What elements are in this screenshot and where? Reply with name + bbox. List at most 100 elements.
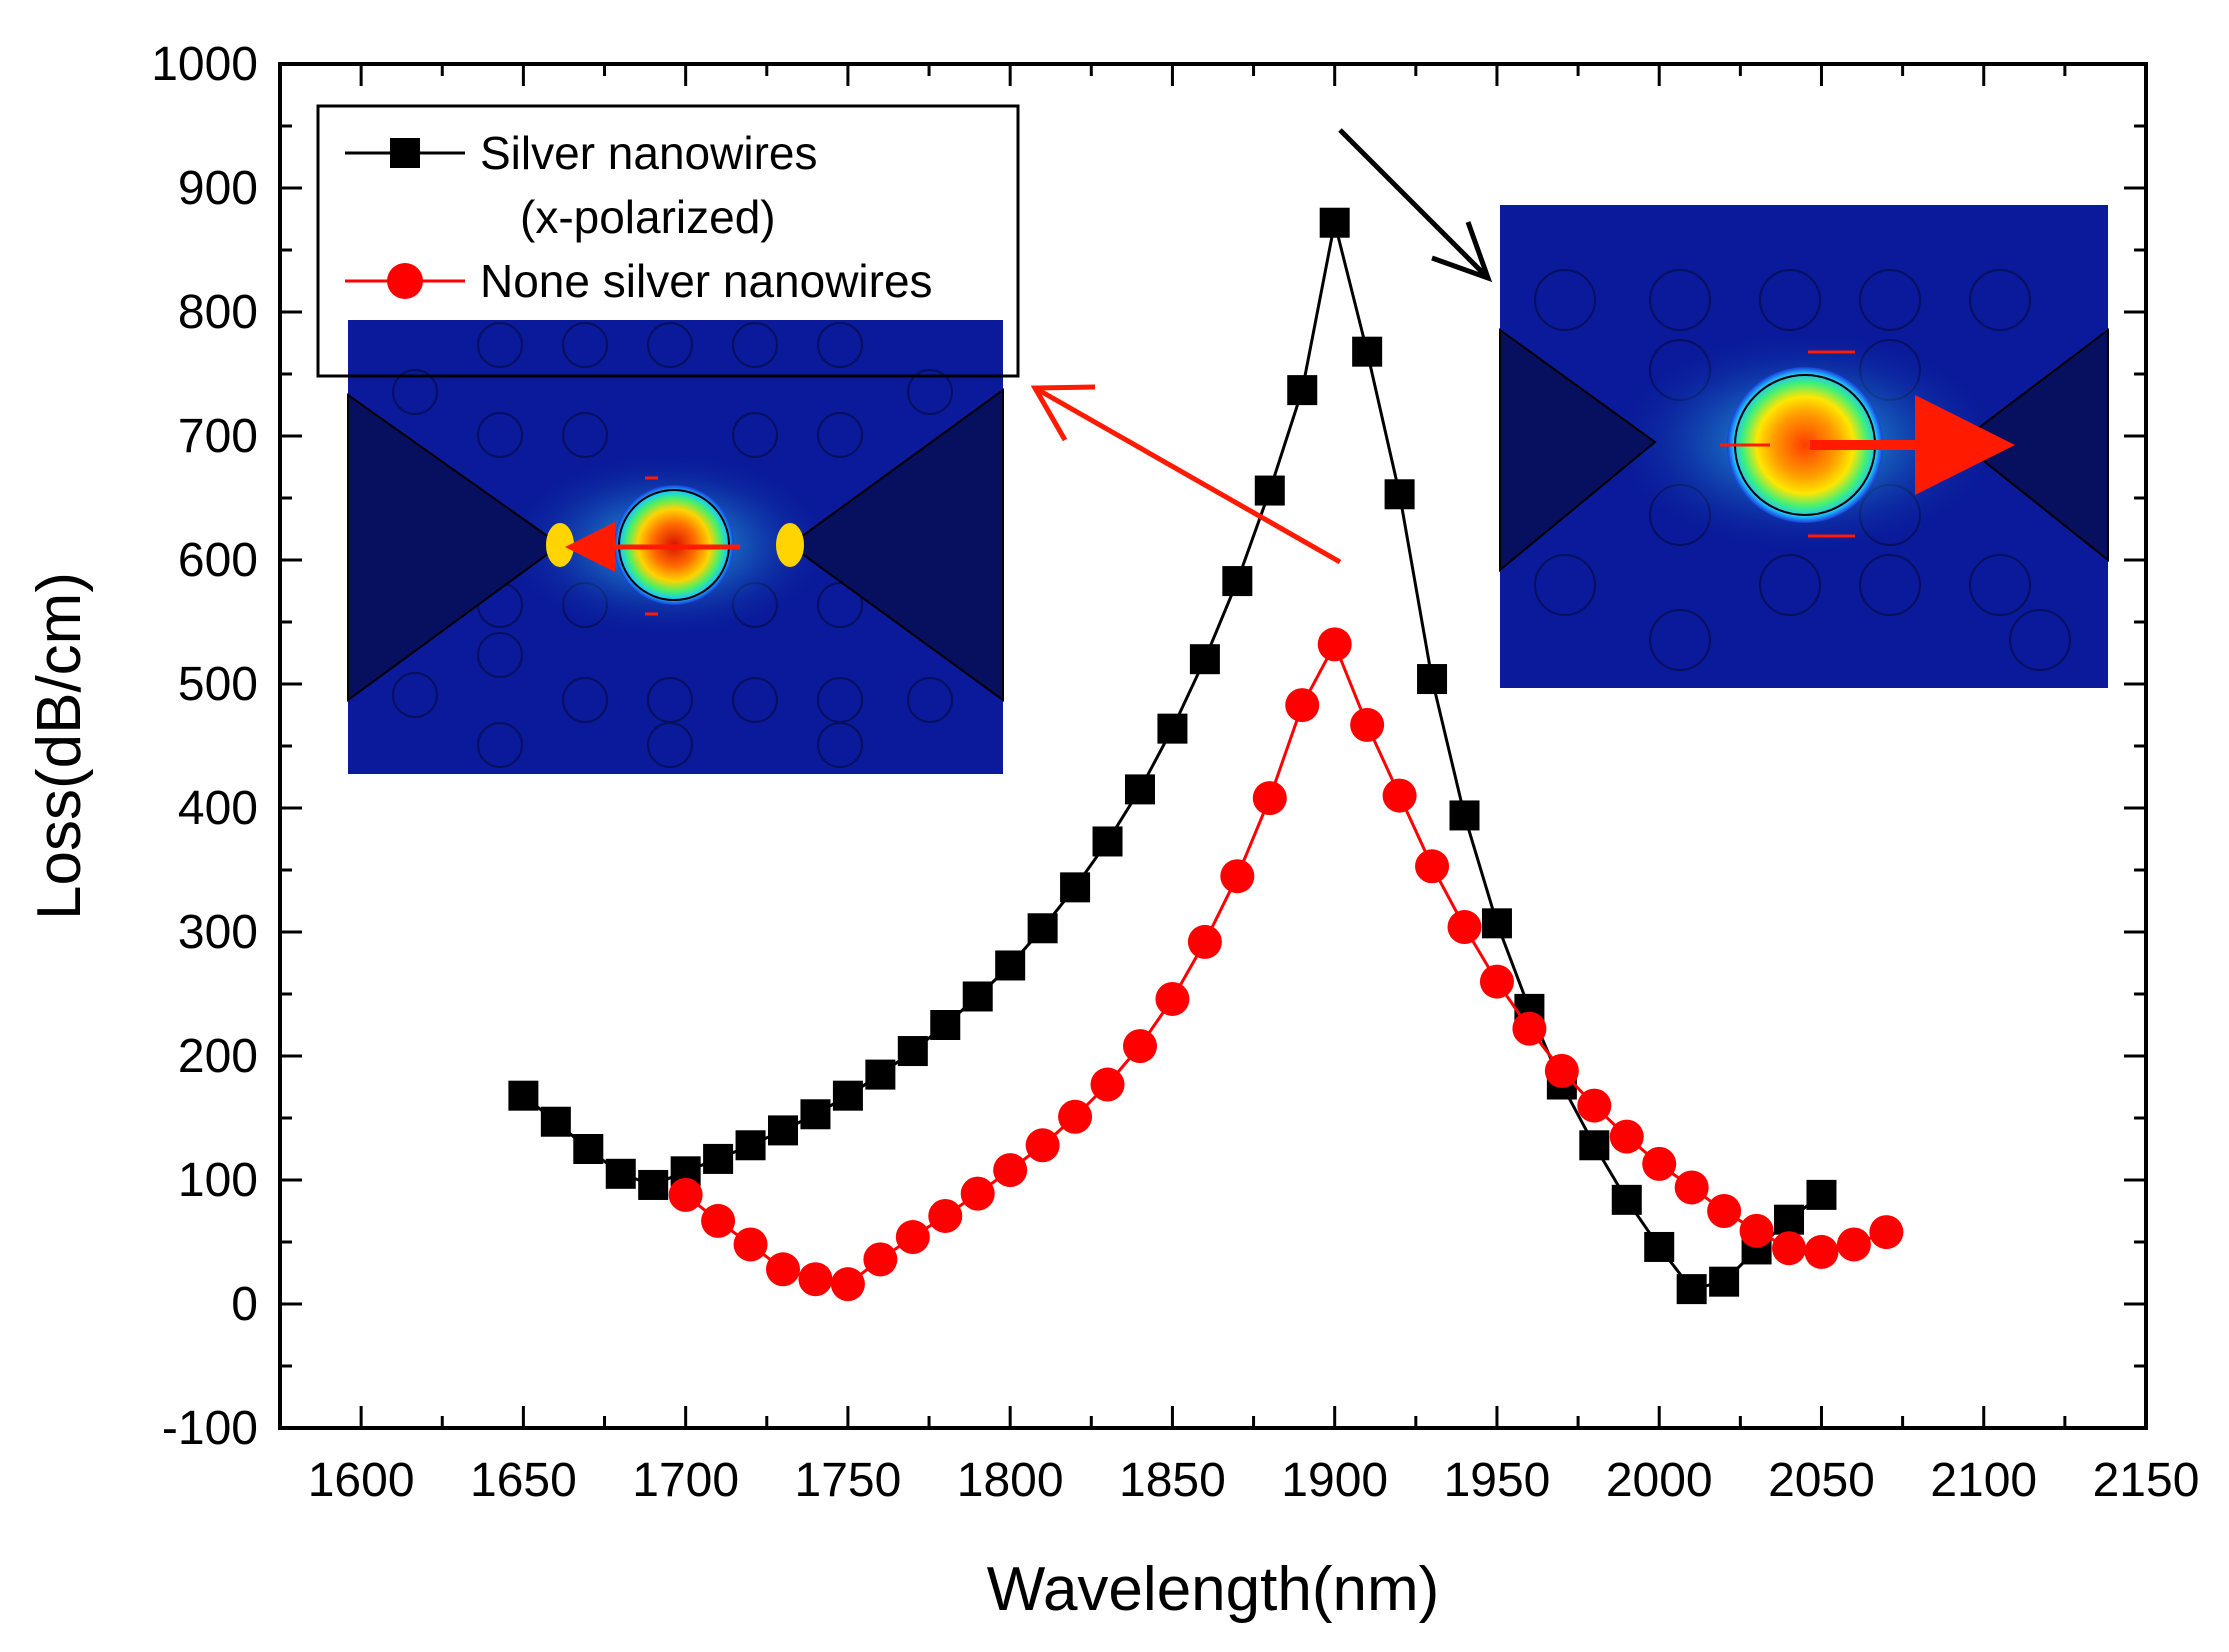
data-point: [668, 1177, 703, 1212]
data-point: [960, 1176, 995, 1211]
data-point: [1544, 1053, 1579, 1088]
data-point: [1058, 1099, 1093, 1134]
series-0: [508, 207, 1837, 1305]
data-point: [1707, 1194, 1742, 1228]
right-inset: [1499, 205, 2109, 688]
data-point: [895, 1220, 930, 1255]
data-point: [1220, 859, 1255, 894]
legend-marker-none: [387, 263, 423, 299]
data-point: [703, 1143, 734, 1174]
legend-label-silver-line2: (x-polarized): [520, 191, 776, 243]
y-tick-label: 200: [178, 1030, 258, 1083]
axis-ticks: [278, 62, 2148, 1430]
legend-label-none: None silver nanowires: [480, 255, 933, 307]
data-point: [1644, 1231, 1675, 1262]
x-tick-labels: 1600 1650 1700 1750 1800 1850 1900 1950 2000 2050…: [308, 1454, 2200, 1507]
y-tick-label: 600: [178, 534, 258, 587]
data-point: [1252, 781, 1287, 816]
data-point: [735, 1130, 766, 1161]
data-point: [1709, 1266, 1740, 1297]
data-point: [1479, 964, 1514, 999]
x-tick-label: 1650: [470, 1454, 577, 1507]
black-arrowhead: [1431, 221, 1493, 283]
x-tick-label: 1600: [308, 1454, 415, 1507]
data-point: [798, 1262, 833, 1297]
data-point: [1512, 1011, 1547, 1046]
black-annotation-arrow: [1338, 128, 1490, 280]
data-point: [508, 1080, 539, 1111]
y-tick-labels: -100 0 100 200 300 400 500 600 700 800 900 1000: [151, 38, 258, 1455]
data-point: [930, 1010, 961, 1040]
x-tick-label: 2000: [1606, 1454, 1713, 1507]
x-tick-label: 2100: [1930, 1454, 2037, 1507]
x-axis-title: Wavelength(nm): [987, 1555, 1440, 1624]
x-tick-label: 2050: [1768, 1454, 1875, 1507]
data-point: [1609, 1119, 1644, 1154]
data-point: [638, 1169, 669, 1200]
data-point: [1382, 778, 1417, 813]
data-point: [1317, 627, 1352, 662]
data-point: [993, 1153, 1028, 1188]
legend-label-silver: Silver nanowires: [480, 127, 817, 179]
data-point: [1090, 1067, 1125, 1102]
data-point: [573, 1134, 604, 1164]
data-point: [1352, 336, 1383, 367]
y-tick-label: 400: [178, 782, 258, 835]
data-point: [1772, 1231, 1807, 1266]
y-tick-label: 100: [178, 1154, 258, 1207]
data-point: [1060, 872, 1091, 903]
x-tick-label: 1700: [632, 1454, 739, 1507]
data-point: [962, 981, 993, 1012]
data-point: [1027, 913, 1058, 944]
legend-marker-silver: [390, 138, 420, 168]
data-point: [1189, 644, 1220, 675]
data-point: [863, 1242, 898, 1277]
data-point: [1774, 1204, 1805, 1235]
x-tick-label: 1850: [1119, 1454, 1226, 1507]
series-1: [668, 627, 1904, 1302]
data-point: [1187, 924, 1222, 959]
data-point: [1122, 1029, 1157, 1064]
data-point: [897, 1036, 928, 1067]
data-point: [1869, 1215, 1904, 1250]
legend: Silver nanowires (x-polarized) None silv…: [316, 104, 1020, 378]
data-point: [605, 1158, 636, 1189]
data-point: [766, 1252, 801, 1287]
data-point: [1124, 774, 1155, 805]
red-annotation-arrow: [1033, 385, 1342, 565]
data-point: [1415, 849, 1450, 884]
data-point: [830, 1267, 865, 1302]
x-tick-label: 1750: [795, 1454, 902, 1507]
data-point: [1157, 713, 1188, 744]
data-point: [1676, 1274, 1707, 1305]
y-tick-label: 0: [231, 1278, 258, 1331]
y-tick-label: 800: [178, 286, 258, 339]
data-point: [1155, 981, 1190, 1016]
data-point: [540, 1106, 571, 1137]
data-point: [1285, 688, 1320, 723]
data-point: [1287, 375, 1318, 406]
data-point: [995, 950, 1026, 981]
data-point: [1642, 1146, 1677, 1181]
data-point: [1739, 1213, 1774, 1248]
annotation-arrows: [1030, 128, 1493, 565]
data-point: [928, 1198, 963, 1233]
data-point: [1319, 207, 1350, 238]
x-tick-label: 1800: [957, 1454, 1064, 1507]
red-arrowhead: [1030, 384, 1096, 442]
data-point: [1447, 910, 1482, 945]
y-axis-title: Loss(dB/cm): [25, 572, 94, 920]
legend-box: [316, 104, 1020, 378]
x-tick-label: 1950: [1444, 1454, 1551, 1507]
data-point: [1611, 1184, 1642, 1215]
data-point: [800, 1099, 831, 1130]
data-point: [865, 1059, 896, 1090]
data-point: [1579, 1130, 1610, 1161]
data-point: [1254, 475, 1285, 506]
series-layer: [508, 207, 1904, 1305]
left-inset: [347, 320, 1004, 774]
data-point: [1025, 1128, 1060, 1163]
data-point: [1092, 826, 1123, 857]
data-point: [1804, 1234, 1839, 1269]
